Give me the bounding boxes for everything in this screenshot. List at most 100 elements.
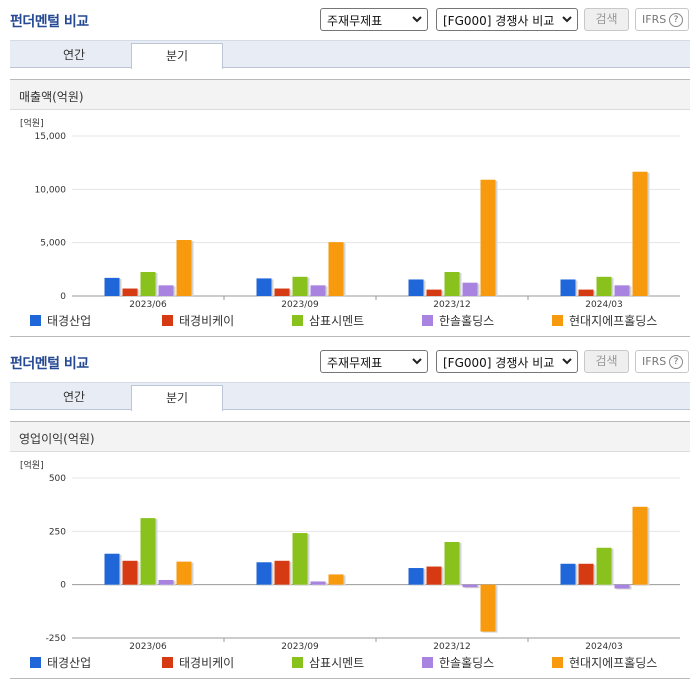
divider (10, 336, 690, 337)
legend-item[interactable]: 태경비케이 (162, 654, 234, 671)
y-tick-label: 0 (60, 292, 66, 302)
statement-type-select[interactable]: 주재무제표 (320, 350, 428, 373)
x-tick-label: 2023/12 (433, 300, 470, 310)
legend-item[interactable]: 한솔홀딩스 (422, 654, 494, 671)
bar[interactable] (480, 584, 496, 632)
chart-legend: 태경산업 태경비케이 삼표시멘트 한솔홀딩스 현대지에프홀딩스 (30, 654, 690, 672)
legend-label: 삼표시멘트 (309, 656, 365, 670)
legend-item[interactable]: 현대지에프홀딩스 (552, 312, 657, 329)
bar[interactable] (176, 240, 192, 296)
bar[interactable] (578, 563, 594, 585)
section-header: 영업이익(억원) (10, 421, 690, 452)
legend-item[interactable]: 태경비케이 (162, 312, 234, 329)
y-tick-label: 0 (60, 581, 66, 591)
legend-swatch (422, 315, 433, 326)
legend-swatch (552, 657, 563, 668)
bar[interactable] (310, 285, 326, 296)
bar[interactable] (140, 518, 156, 585)
x-tick-label: 2023/09 (281, 300, 319, 310)
bar[interactable] (158, 579, 174, 585)
bar[interactable] (480, 179, 496, 296)
bar[interactable] (122, 560, 138, 585)
period-tabs: 연간 분기 (10, 382, 690, 411)
ifrs-button[interactable]: IFRS ? (635, 8, 689, 31)
bar[interactable] (444, 542, 460, 585)
legend-swatch (552, 315, 563, 326)
compare-group-select[interactable]: [FG000] 경쟁사 비교 (436, 8, 578, 31)
bar[interactable] (462, 584, 478, 588)
bar[interactable] (176, 561, 192, 585)
bar[interactable] (140, 272, 156, 296)
panel-title: 펀더멘털 비교 (10, 14, 89, 30)
bar[interactable] (256, 562, 272, 585)
bar[interactable] (578, 289, 594, 296)
legend-label: 태경산업 (47, 314, 92, 328)
bar[interactable] (560, 279, 576, 296)
bar[interactable] (104, 553, 120, 585)
chevron-down-icon (412, 16, 422, 23)
bar[interactable] (158, 285, 174, 296)
bar[interactable] (444, 272, 460, 296)
bar[interactable] (426, 566, 442, 585)
bar[interactable] (408, 568, 424, 585)
x-tick-label: 2023/06 (129, 642, 167, 652)
ifrs-label: IFRS (642, 355, 667, 368)
legend-item[interactable]: 태경산업 (30, 654, 91, 671)
search-button[interactable]: 검색 (584, 350, 629, 373)
operating-profit-chart: [억원] -250 0 250 500 2023/06 2023/09 2023/12 2024… (0, 454, 696, 654)
legend-swatch (292, 315, 303, 326)
legend-label: 태경산업 (47, 656, 92, 670)
y-tick-label: -250 (46, 634, 67, 644)
bar[interactable] (274, 560, 290, 585)
bar[interactable] (632, 171, 648, 296)
bar[interactable] (328, 242, 344, 296)
ifrs-button[interactable]: IFRS ? (635, 350, 689, 373)
bar[interactable] (614, 584, 630, 589)
compare-group-select[interactable]: [FG000] 경쟁사 비교 (436, 350, 578, 373)
unit-label: [억원] (20, 459, 44, 471)
bar[interactable] (328, 574, 344, 585)
bar[interactable] (426, 289, 442, 296)
bar[interactable] (614, 285, 630, 296)
bar[interactable] (462, 282, 478, 296)
legend-label: 한솔홀딩스 (439, 314, 495, 328)
tab-annual[interactable]: 연간 (62, 390, 86, 404)
tab-annual[interactable]: 연간 (62, 48, 86, 62)
bar[interactable] (122, 288, 138, 296)
bar[interactable] (292, 533, 308, 585)
compare-group-value: [FG000] 경쟁사 비교 (443, 356, 555, 370)
legend-swatch (30, 657, 41, 668)
bar[interactable] (596, 276, 612, 296)
x-tick-label: 2023/12 (433, 642, 470, 652)
legend-item[interactable]: 한솔홀딩스 (422, 312, 494, 329)
bar[interactable] (408, 279, 424, 296)
legend-swatch (30, 315, 41, 326)
legend-item[interactable]: 태경산업 (30, 312, 91, 329)
period-tabs: 연간 분기 (10, 40, 690, 69)
statement-type-select[interactable]: 주재무제표 (320, 8, 428, 31)
bar[interactable] (560, 563, 576, 585)
tab-quarterly[interactable]: 분기 (131, 43, 223, 69)
ifrs-label: IFRS (642, 13, 667, 26)
y-tick-label: 15,000 (35, 132, 67, 142)
bar[interactable] (310, 581, 326, 585)
bar[interactable] (632, 506, 648, 585)
legend-label: 삼표시멘트 (309, 314, 365, 328)
tab-quarterly[interactable]: 분기 (131, 385, 223, 411)
bar[interactable] (292, 276, 308, 296)
search-button[interactable]: 검색 (584, 8, 629, 31)
bar[interactable] (256, 278, 272, 296)
help-icon: ? (669, 355, 683, 369)
legend-item[interactable]: 삼표시멘트 (292, 312, 364, 329)
y-tick-label: 10,000 (35, 185, 67, 195)
section-header: 매출액(억원) (10, 79, 690, 110)
bar[interactable] (596, 547, 612, 585)
divider (10, 678, 690, 679)
legend-item[interactable]: 현대지에프홀딩스 (552, 654, 657, 671)
bar[interactable] (104, 277, 120, 296)
legend-item[interactable]: 삼표시멘트 (292, 654, 364, 671)
chevron-down-icon (412, 358, 422, 365)
bar[interactable] (274, 288, 290, 296)
revenue-chart: [억원] 0 5,000 10,000 15,000 2023/06 2023/09 2023… (0, 112, 696, 312)
statement-type-value: 주재무제표 (327, 14, 383, 28)
